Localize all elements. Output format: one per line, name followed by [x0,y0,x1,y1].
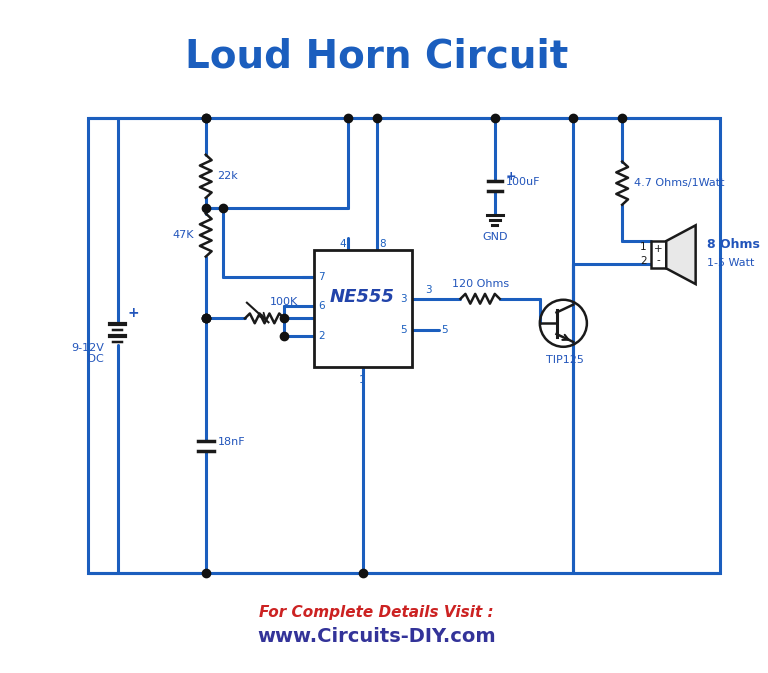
Text: 9-12V
 DC: 9-12V DC [71,343,104,365]
Text: 4.7 Ohms/1Watt: 4.7 Ohms/1Watt [634,178,724,188]
Text: +: + [654,244,663,254]
Text: 1-5 Watt: 1-5 Watt [707,258,755,268]
Text: 5: 5 [400,325,406,335]
Text: 2: 2 [640,256,647,266]
Text: +: + [127,306,139,320]
Text: 18nF: 18nF [217,437,245,447]
Text: 1: 1 [640,242,647,252]
Text: +: + [505,170,516,183]
Text: 2: 2 [319,331,325,341]
Polygon shape [667,225,696,284]
Text: TIP125: TIP125 [546,355,584,365]
Text: 1: 1 [359,376,366,385]
Text: 3: 3 [400,294,406,304]
Text: 47K: 47K [173,230,194,240]
Text: 120 Ohms: 120 Ohms [452,279,508,289]
Bar [650,241,667,269]
Text: 100uF: 100uF [505,177,540,187]
Text: NE555: NE555 [330,288,395,306]
Text: 22k: 22k [217,172,238,181]
Text: 7: 7 [319,272,325,282]
Text: 100K: 100K [270,297,298,307]
Text: 6: 6 [319,301,325,311]
Text: 8: 8 [379,239,386,249]
Text: GND: GND [482,232,508,242]
Bar [88,118,720,573]
Text: For Complete Details Visit :: For Complete Details Visit : [259,605,494,620]
Text: -: - [657,256,660,266]
Text: Loud Horn Circuit: Loud Horn Circuit [184,38,568,76]
Bar [313,250,412,367]
Text: 4: 4 [339,239,346,249]
Text: 5: 5 [441,325,448,335]
Text: 3: 3 [425,285,432,295]
Text: www.Circuits-DIY.com: www.Circuits-DIY.com [257,627,495,646]
Text: 8 Ohms: 8 Ohms [707,238,760,252]
